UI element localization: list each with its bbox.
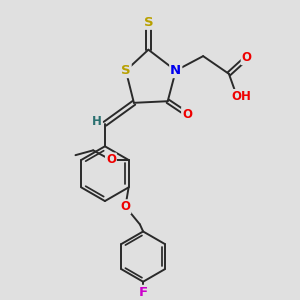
Text: S: S [144,16,153,29]
Text: S: S [121,64,131,77]
Text: F: F [139,286,148,299]
Text: O: O [106,154,116,166]
Text: N: N [170,64,181,77]
Text: O: O [182,108,192,121]
Text: H: H [92,115,102,128]
Text: O: O [242,51,252,64]
Text: O: O [120,200,130,213]
Text: OH: OH [232,90,252,103]
